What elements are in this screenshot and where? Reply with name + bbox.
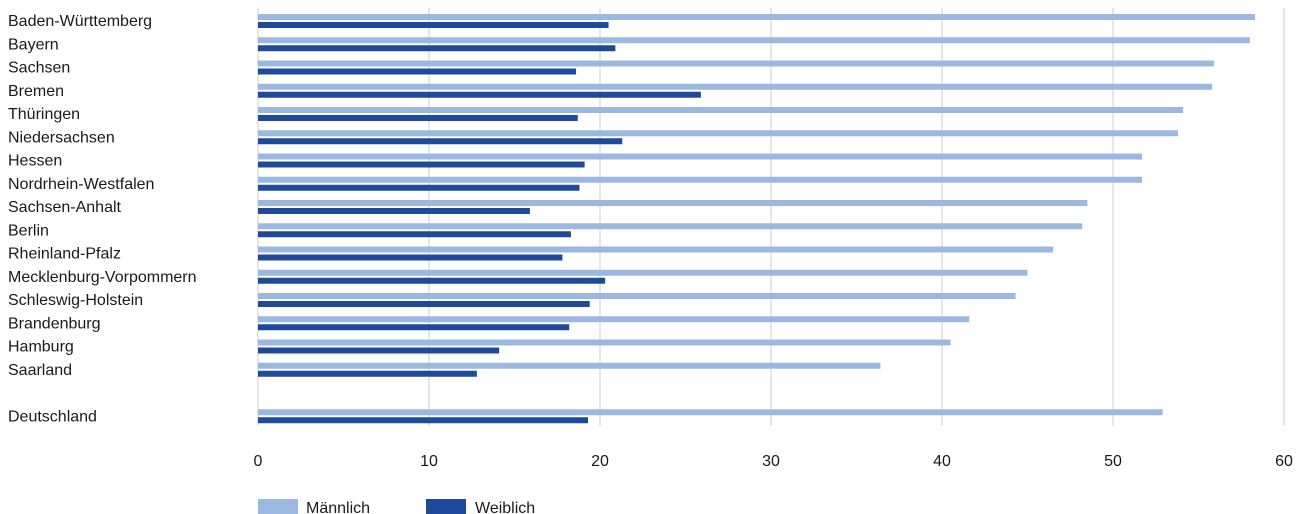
bar-male bbox=[258, 153, 1143, 160]
x-tick-label: 50 bbox=[1104, 453, 1122, 470]
bar-female bbox=[258, 91, 701, 98]
legend-label-male: Männlich bbox=[306, 500, 370, 514]
category-label: Sachsen-Anhalt bbox=[8, 199, 122, 216]
bar-male bbox=[258, 246, 1054, 253]
bar-male bbox=[258, 176, 1143, 183]
x-tick-label: 30 bbox=[762, 453, 780, 470]
bar-female bbox=[258, 68, 577, 75]
category-label: Nordrhein-Westfalen bbox=[8, 176, 154, 193]
legend-swatch-female bbox=[426, 499, 466, 514]
bar-male bbox=[258, 37, 1250, 44]
bar-female bbox=[258, 22, 609, 28]
bar-female bbox=[258, 277, 606, 284]
legend-swatch-male bbox=[258, 499, 298, 514]
x-tick-label: 10 bbox=[420, 453, 438, 470]
bar-male bbox=[258, 223, 1083, 230]
bar-male bbox=[258, 83, 1213, 90]
bar-male bbox=[258, 339, 951, 346]
category-label: Thüringen bbox=[8, 106, 80, 123]
x-tick-label: 40 bbox=[933, 453, 951, 470]
category-label: Rheinland-Pfalz bbox=[8, 246, 121, 263]
bar-male bbox=[258, 130, 1178, 137]
category-label: Brandenburg bbox=[8, 315, 101, 332]
category-label: Mecklenburg-Vorpommern bbox=[8, 269, 197, 286]
bar-female bbox=[258, 184, 580, 191]
bar-male bbox=[258, 269, 1028, 276]
bar-male bbox=[258, 293, 1016, 299]
bar-female bbox=[258, 208, 530, 214]
bar-female bbox=[258, 347, 500, 354]
category-label: Deutschland bbox=[8, 408, 97, 425]
category-label: Baden-Württemberg bbox=[8, 13, 152, 30]
category-label: Bayern bbox=[8, 36, 59, 53]
bar-female bbox=[258, 370, 477, 377]
x-tick-label: 60 bbox=[1275, 453, 1293, 470]
category-label: Bremen bbox=[8, 83, 64, 100]
category-label: Hessen bbox=[8, 153, 62, 170]
legend: Männlich Weiblich bbox=[258, 499, 535, 514]
bar-female bbox=[258, 254, 563, 261]
category-label: Saarland bbox=[8, 362, 72, 379]
bar-male bbox=[258, 60, 1214, 67]
bar-male bbox=[258, 14, 1255, 20]
bar-female bbox=[258, 301, 590, 307]
bar-female bbox=[258, 417, 589, 424]
bar-female bbox=[258, 324, 570, 331]
category-label: Hamburg bbox=[8, 339, 74, 356]
bar-female bbox=[258, 115, 578, 121]
x-tick-labels: 0 10 20 30 40 50 60 bbox=[254, 453, 1293, 470]
category-label: Berlin bbox=[8, 222, 49, 239]
bars bbox=[258, 14, 1255, 424]
bar-male bbox=[258, 409, 1163, 416]
bar-female bbox=[258, 231, 571, 238]
x-tick-label: 0 bbox=[254, 453, 263, 470]
bar-female bbox=[258, 138, 623, 145]
bar-male bbox=[258, 362, 881, 369]
bar-male bbox=[258, 200, 1088, 206]
x-tick-label: 20 bbox=[591, 453, 609, 470]
bar-female bbox=[258, 161, 585, 168]
bar-male bbox=[258, 316, 970, 323]
legend-label-female: Weiblich bbox=[475, 500, 535, 514]
bar-male bbox=[258, 107, 1184, 113]
category-label: Schleswig-Holstein bbox=[8, 292, 143, 309]
grid-lines bbox=[257, 8, 1285, 426]
category-label: Niedersachsen bbox=[8, 129, 115, 146]
category-labels: Baden-Württemberg Bayern Sachsen Bremen Thür… bbox=[8, 13, 197, 425]
bar-female bbox=[258, 45, 616, 52]
category-label: Sachsen bbox=[8, 60, 70, 77]
